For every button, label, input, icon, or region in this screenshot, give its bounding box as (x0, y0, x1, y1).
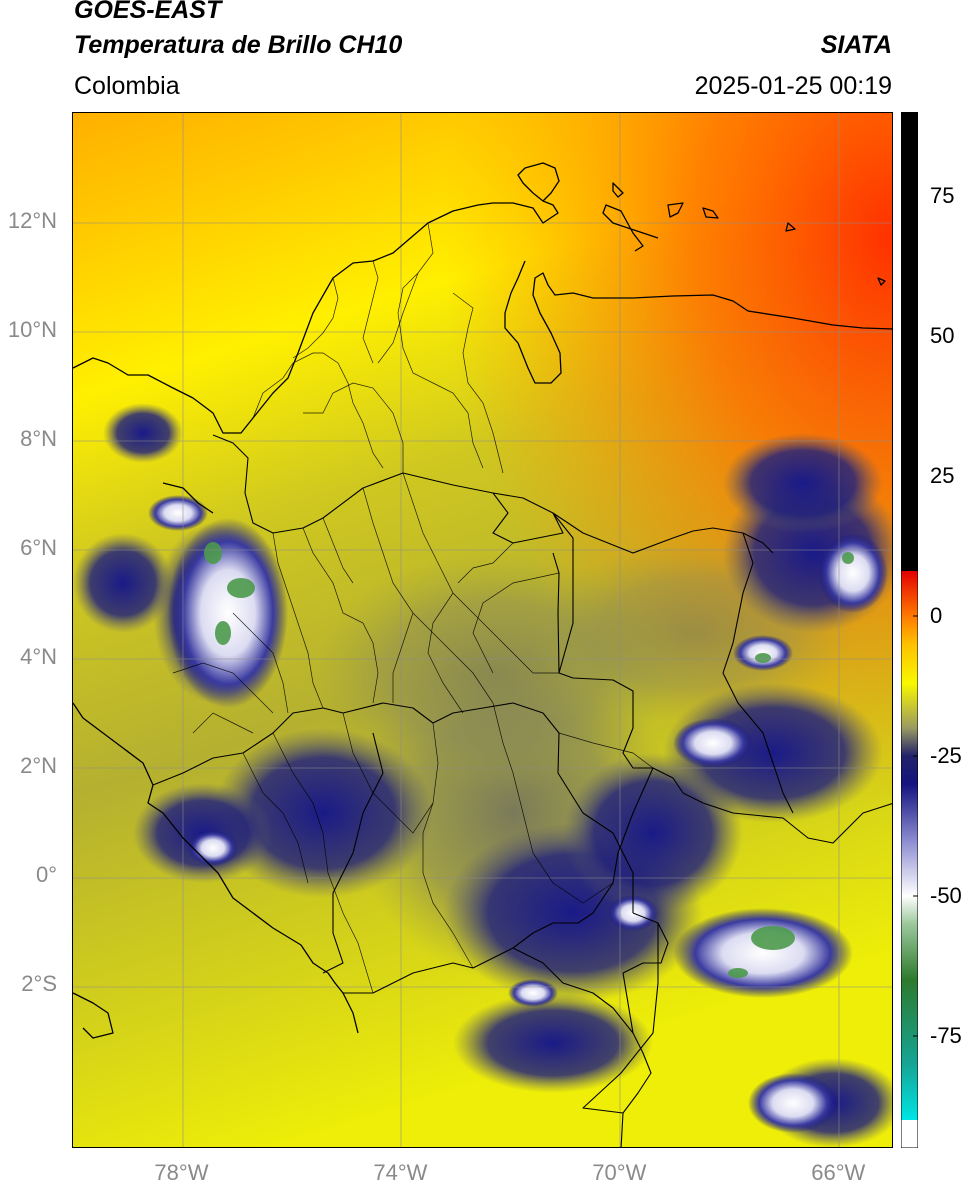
datetime-label: 2025-01-25 00:19 (694, 72, 892, 100)
lat-tick-label: 8°N (20, 426, 57, 452)
lon-tick-label: 70°W (592, 1160, 647, 1185)
product-title: Temperatura de Brillo CH10 (74, 31, 403, 59)
coldest-cores (204, 542, 854, 978)
lat-tick-label: 12°N (7, 208, 57, 234)
gridlines (73, 113, 892, 1147)
department-borders (172, 222, 654, 994)
colorbar-tick-label: 50 (930, 323, 955, 348)
satellite-title: GOES-EAST (74, 0, 222, 24)
lat-tick-label: 0° (35, 862, 57, 888)
organization-label: SIATA (820, 31, 892, 59)
colorbar-tick-label: 0 (930, 603, 943, 628)
lat-tick-label: 10°N (7, 317, 57, 343)
lat-tick-label: 2°S (21, 971, 57, 997)
cold-cloud-tops (148, 495, 888, 1133)
lat-tick-label: 4°N (20, 644, 57, 670)
colorbar (901, 112, 918, 1148)
coastlines (73, 162, 892, 1039)
lat-tick-label: 2°N (20, 753, 57, 779)
lon-tick-label: 66°W (811, 1160, 866, 1185)
lon-tick-label: 74°W (373, 1160, 428, 1185)
satellite-map (72, 112, 893, 1148)
lat-tick-label: 6°N (20, 535, 57, 561)
colorbar-tick-label: 75 (930, 183, 955, 208)
colorbar-tick-label: -50 (930, 883, 962, 908)
colorbar-tick-label: 25 (930, 463, 955, 488)
lon-tick-label: 78°W (154, 1160, 209, 1185)
colorbar-tick-label: -25 (930, 743, 962, 768)
colorbar-tick-label: -75 (930, 1023, 962, 1048)
region-label: Colombia (74, 72, 180, 100)
